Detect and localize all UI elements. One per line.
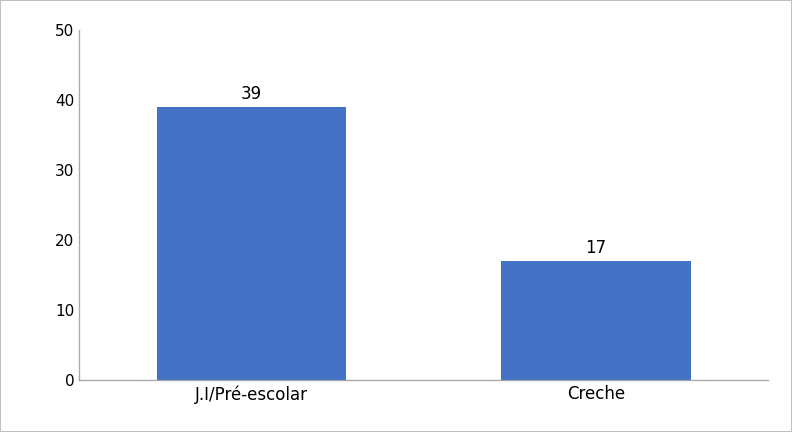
Text: 17: 17 bbox=[585, 239, 607, 257]
Bar bbox=[501, 261, 691, 380]
Text: 39: 39 bbox=[241, 85, 262, 103]
Bar bbox=[157, 107, 346, 380]
